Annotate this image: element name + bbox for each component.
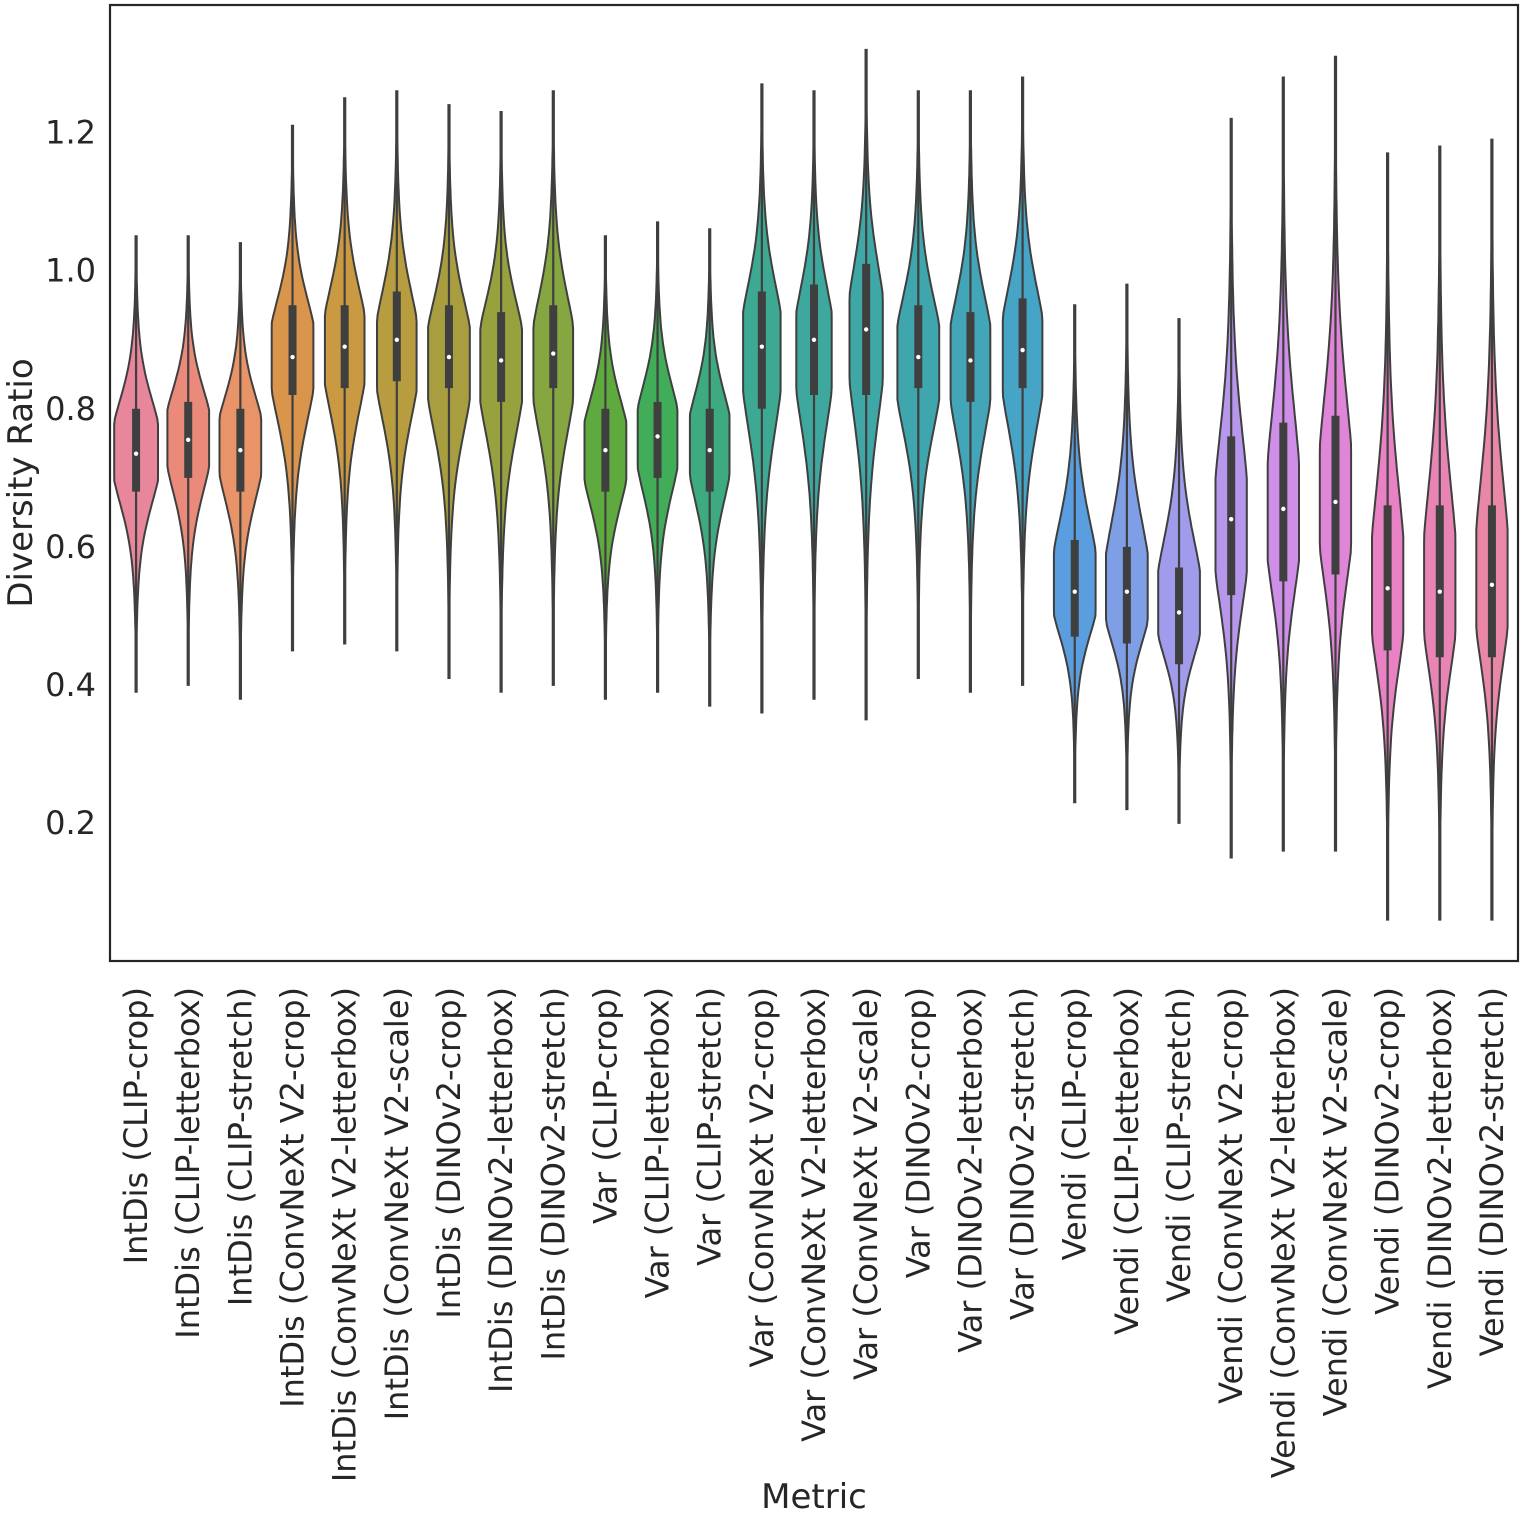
- x-tick-label: Var (DINOv2-stretch): [1004, 987, 1042, 1320]
- x-tick-label: Var (ConvNeXt V2-crop): [743, 987, 781, 1367]
- violin-median-marker: [133, 451, 139, 456]
- x-tick-label: Vendi (CLIP-letterbox): [1108, 987, 1146, 1335]
- x-tick-label: Vendi (DINOv2-letterbox): [1421, 987, 1459, 1389]
- x-tick-label: Vendi (DINOv2-stretch): [1473, 987, 1511, 1357]
- violin-median-marker: [707, 448, 712, 453]
- violin-median-marker: [186, 437, 191, 443]
- x-tick-label: IntDis (DINOv2-crop): [430, 987, 468, 1319]
- violin-median-marker: [968, 358, 973, 363]
- violin-median-marker: [1072, 589, 1077, 594]
- violin-median-marker: [603, 448, 608, 453]
- x-tick-label: IntDis (ConvNeXt V2-scale): [378, 987, 416, 1420]
- violin-median-marker: [342, 344, 347, 349]
- y-tick-label: 1.0: [45, 252, 96, 290]
- violin-median-marker: [1281, 506, 1286, 512]
- x-tick-label: Var (DINOv2-crop): [899, 987, 937, 1278]
- x-tick-label: Var (DINOv2-letterbox): [951, 987, 989, 1353]
- x-tick-label: Var (ConvNeXt V2-letterbox): [795, 987, 833, 1442]
- y-tick-label: 0.4: [45, 666, 96, 704]
- y-tick-label: 1.2: [45, 114, 96, 152]
- y-axis-title: Diversity Ratio: [1, 358, 41, 607]
- x-tick-label: Var (ConvNeXt V2-scale): [847, 987, 885, 1380]
- violin-median-marker: [759, 344, 765, 349]
- violins-layer: [113, 48, 1509, 921]
- violin-median-marker: [498, 358, 504, 363]
- x-tick-label: IntDis (ConvNeXt V2-letterbox): [326, 987, 364, 1482]
- y-tick-label: 0.8: [45, 390, 96, 428]
- violin-median-marker: [1489, 582, 1495, 588]
- x-tick-label: Vendi (DINOv2-crop): [1369, 987, 1407, 1315]
- x-tick-label: Vendi (ConvNeXt V2-scale): [1317, 987, 1355, 1416]
- violin-median-marker: [446, 354, 452, 360]
- violin-median-marker: [1176, 610, 1182, 615]
- violin-median-marker: [916, 354, 921, 360]
- x-axis-ticks: IntDis (CLIP-crop) IntDis (CLIP-letterbox…: [117, 987, 1511, 1482]
- x-tick-label: Var (CLIP-letterbox): [639, 987, 677, 1298]
- x-tick-label: IntDis (DINOv2-stretch): [534, 987, 572, 1360]
- x-tick-label: Vendi (CLIP-stretch): [1160, 987, 1198, 1302]
- x-tick-label: Var (CLIP-crop): [586, 987, 624, 1224]
- violin-median-marker: [290, 354, 295, 360]
- violin-median-marker: [1385, 586, 1390, 591]
- x-tick-label: IntDis (DINOv2-letterbox): [482, 987, 520, 1393]
- x-axis-title: Metric: [761, 1477, 867, 1517]
- violin-median-marker: [551, 351, 556, 356]
- x-tick-label: Vendi (ConvNeXt V2-letterbox): [1264, 987, 1302, 1478]
- x-tick-label: IntDis (ConvNeXt V2-crop): [274, 987, 312, 1408]
- x-tick-label: Vendi (CLIP-crop): [1056, 987, 1094, 1260]
- violin-median-marker: [1124, 589, 1130, 594]
- violin-median-marker: [1020, 347, 1025, 353]
- x-tick-label: IntDis (CLIP-stretch): [221, 987, 259, 1306]
- x-tick-label: IntDis (CLIP-crop): [117, 987, 155, 1264]
- y-tick-label: 0.2: [45, 804, 96, 842]
- violin-median-marker: [811, 337, 817, 342]
- x-tick-label: Var (CLIP-stretch): [691, 987, 729, 1266]
- x-tick-label: IntDis (CLIP-letterbox): [169, 987, 207, 1339]
- y-axis-ticks: 0.2 0.4 0.6 0.8 1.0 1.2: [45, 114, 96, 842]
- violin-median-marker: [1437, 589, 1442, 594]
- violin-median-marker: [1228, 517, 1234, 522]
- violin-median-marker: [238, 448, 243, 453]
- violin-median-marker: [655, 434, 660, 439]
- violin-median-marker: [1333, 499, 1338, 505]
- y-tick-label: 0.6: [45, 528, 96, 566]
- plot-frame: [108, 3, 1520, 963]
- violin-median-marker: [863, 327, 869, 332]
- violin-median-marker: [394, 337, 400, 342]
- x-tick-label: Vendi (ConvNeXt V2-crop): [1212, 987, 1250, 1404]
